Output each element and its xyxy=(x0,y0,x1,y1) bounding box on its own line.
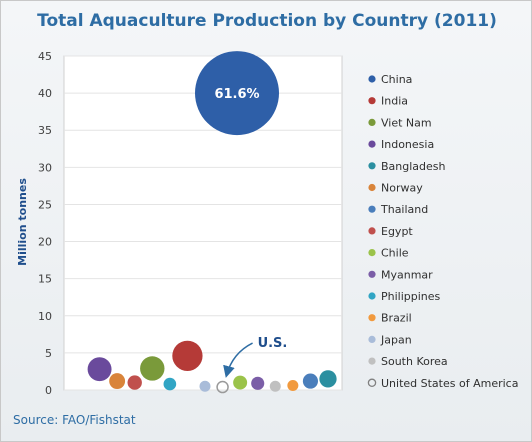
legend-label: Myanmar xyxy=(381,268,433,281)
y-axis-ticks: 0 5 10 15 20 25 30 35 40 45 xyxy=(38,50,52,397)
bubble-thailand xyxy=(302,373,318,389)
legend-marker xyxy=(368,270,376,278)
legend-marker xyxy=(368,227,376,235)
bubble-indonesia xyxy=(87,357,112,382)
legend-marker xyxy=(368,249,376,257)
source-note: Source: FAO/Fishstat xyxy=(13,413,136,427)
legend-label: Chile xyxy=(381,247,409,260)
y-axis-label: Million tonnes xyxy=(16,178,29,266)
legend-label: Norway xyxy=(381,182,423,195)
legend-marker xyxy=(368,97,376,105)
bubble-china xyxy=(195,51,279,136)
bubble-united-states-of-america xyxy=(216,380,229,394)
bubble-bangladesh xyxy=(319,370,337,388)
y-tick-label: 10 xyxy=(38,310,52,323)
y-tick-label: 25 xyxy=(38,198,52,211)
y-tick-label: 45 xyxy=(38,50,52,63)
y-tick-label: 0 xyxy=(45,384,52,397)
legend-label: Egypt xyxy=(381,225,413,238)
y-tick-label: 20 xyxy=(38,236,52,249)
legend-label: United States of America xyxy=(381,377,518,390)
y-tick-label: 15 xyxy=(38,273,52,286)
y-tick-label: 30 xyxy=(38,161,52,174)
legend-marker xyxy=(368,183,376,192)
legend-marker xyxy=(368,292,376,300)
legend-label: Indonesia xyxy=(381,138,434,151)
legend-label: Viet Nam xyxy=(381,116,432,129)
legend-label: South Korea xyxy=(381,355,448,368)
bubble-brazil xyxy=(287,380,299,392)
legend-label: India xyxy=(381,95,408,108)
bubble-myanmar xyxy=(251,376,265,390)
legend-marker xyxy=(368,140,376,148)
legend-marker xyxy=(368,118,376,126)
legend-label: Philippines xyxy=(381,290,441,303)
legend-label: China xyxy=(381,73,412,86)
bubble-japan xyxy=(199,380,211,392)
bubble-viet-nam xyxy=(140,356,165,381)
data-label-china: 61.6% xyxy=(214,87,259,102)
bubble-india xyxy=(172,340,203,371)
bubbles: 61.6% xyxy=(87,51,337,394)
chart-title: Total Aquaculture Production by Country … xyxy=(37,11,497,31)
legend-marker xyxy=(368,314,376,322)
bubble-south-korea xyxy=(269,380,281,392)
y-tick-label: 5 xyxy=(45,347,52,360)
us-annotation-arrow xyxy=(223,342,253,378)
legend-marker xyxy=(368,357,376,365)
y-tick-label: 35 xyxy=(38,124,52,137)
bubble-egypt xyxy=(127,375,142,390)
legend: China India Viet Nam Indonesia Bangladesh Nor… xyxy=(367,73,518,390)
bubble-norway xyxy=(109,373,126,390)
us-annotation: U.S. xyxy=(223,336,288,378)
legend-marker xyxy=(368,75,376,83)
legend-label: Bangladesh xyxy=(381,160,446,173)
legend-marker xyxy=(368,335,376,343)
legend-marker xyxy=(368,205,376,213)
bubble-philippines xyxy=(163,377,177,391)
legend-marker xyxy=(367,378,377,388)
legend-label: Japan xyxy=(380,333,412,346)
us-annotation-label: U.S. xyxy=(258,336,288,351)
legend-label: Thailand xyxy=(380,203,428,216)
legend-label: Brazil xyxy=(381,312,412,325)
bubble-chile xyxy=(233,375,248,390)
y-tick-label: 40 xyxy=(38,87,52,100)
legend-marker xyxy=(368,162,376,170)
